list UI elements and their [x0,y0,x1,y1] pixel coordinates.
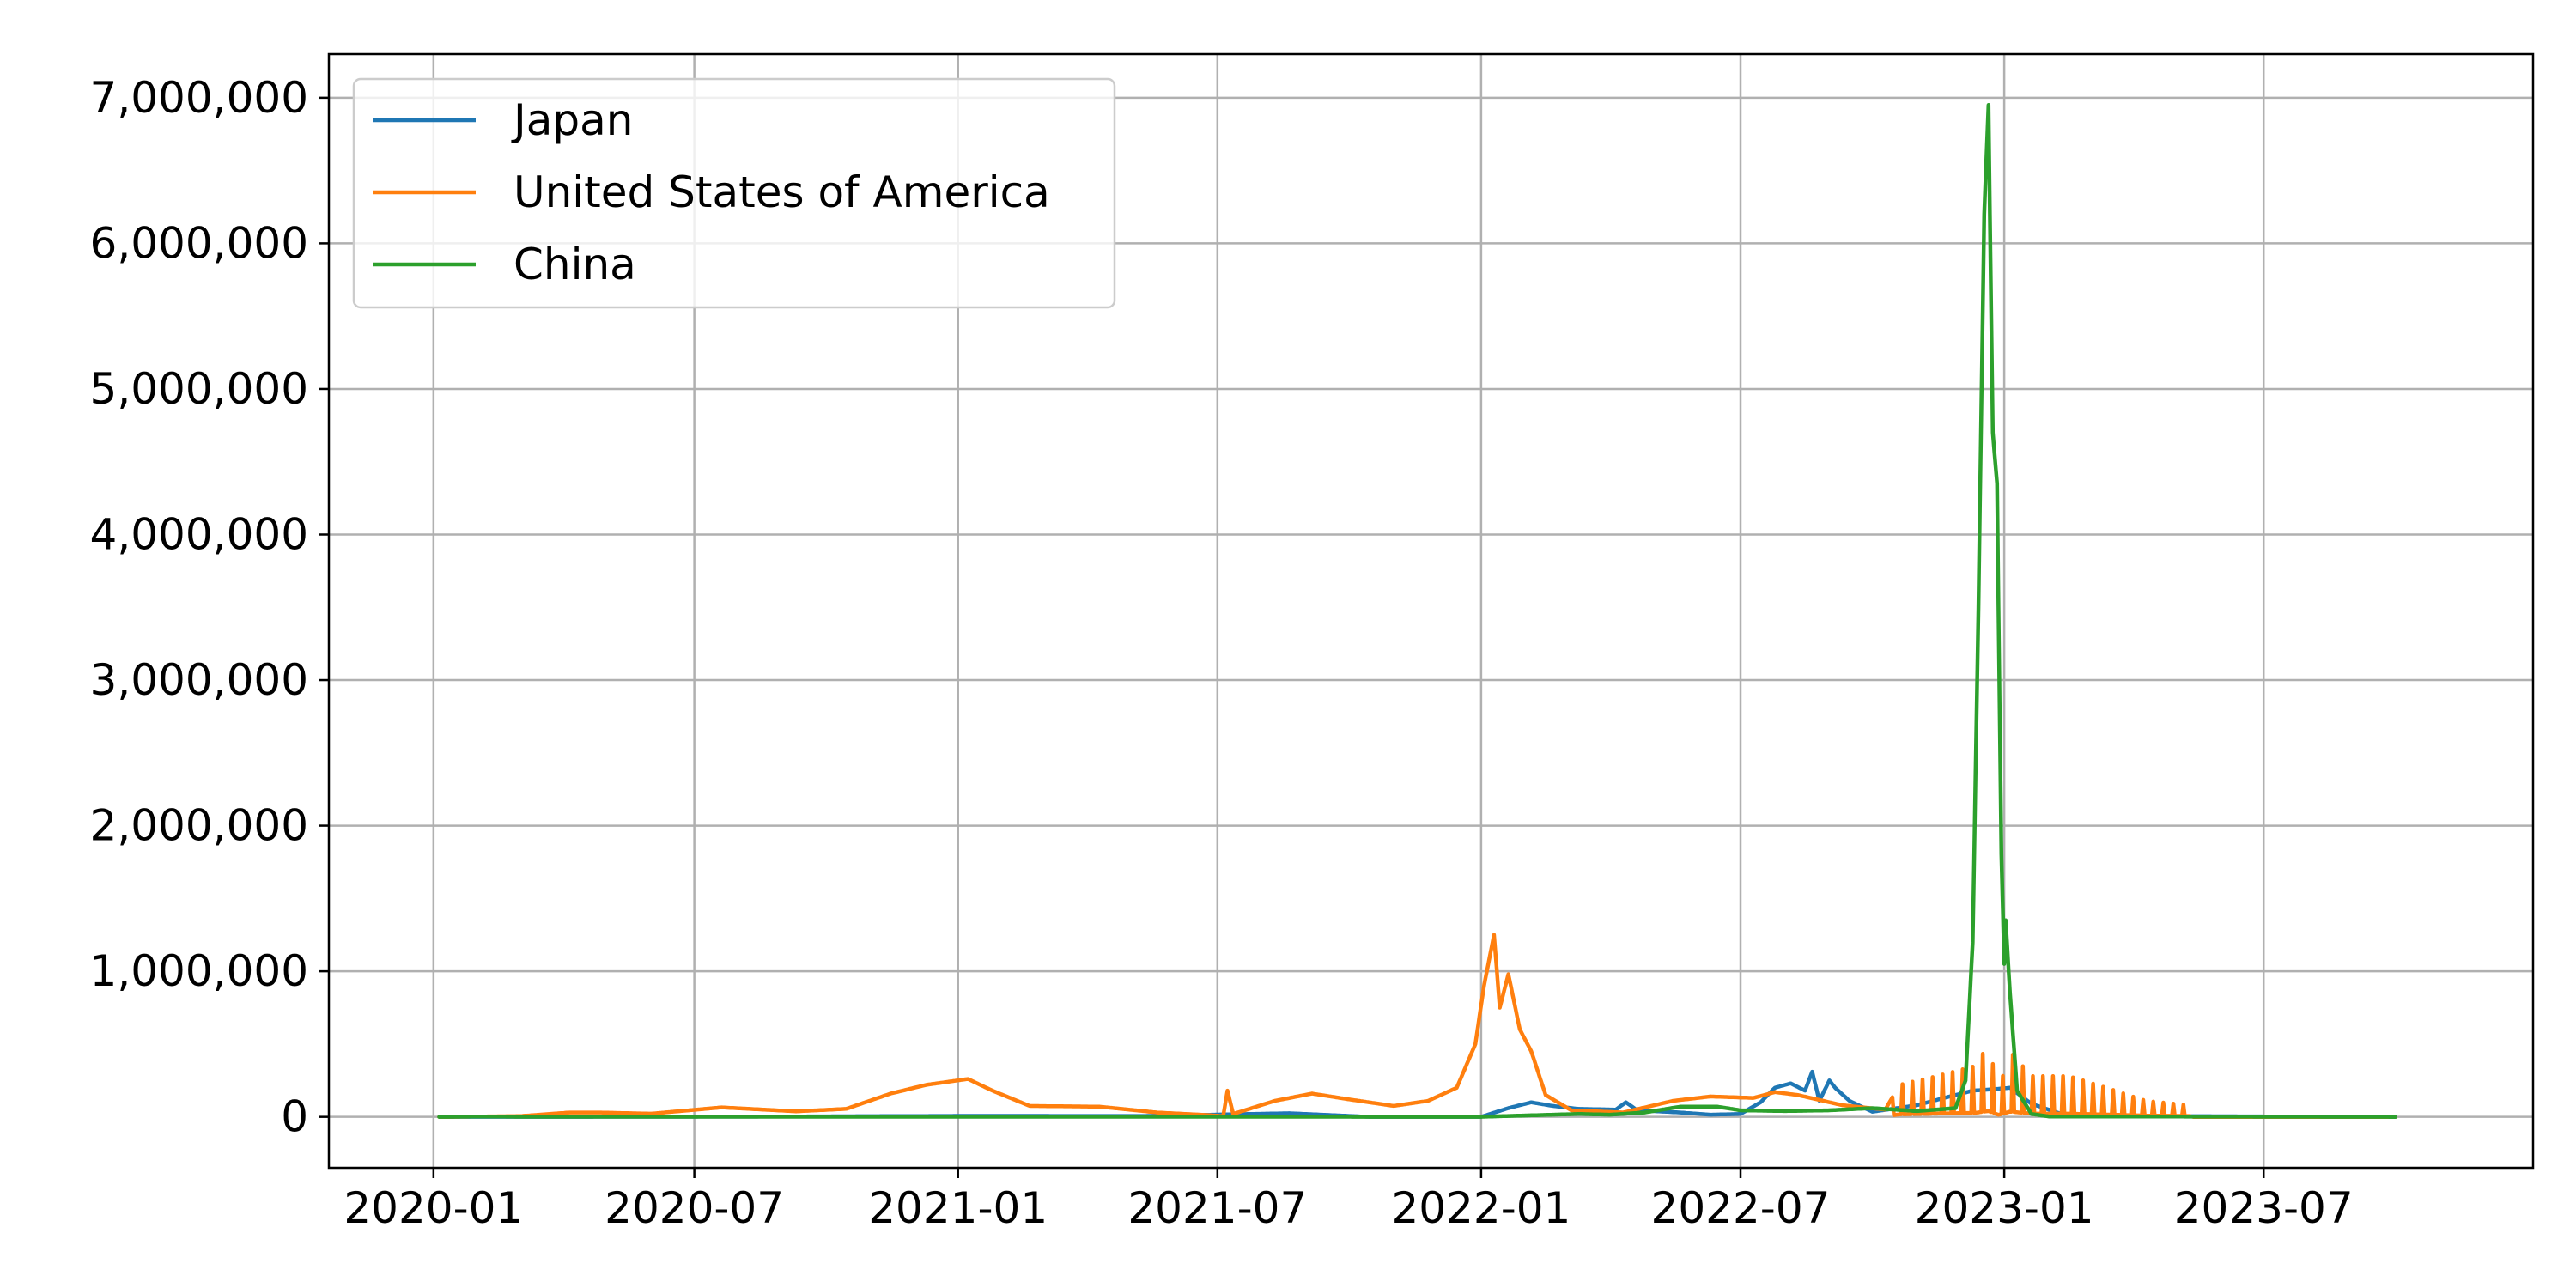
y-tick-label: 1,000,000 [90,946,308,996]
y-tick-label: 0 [281,1092,308,1142]
y-tick-label: 2,000,000 [90,801,308,851]
y-tick-label: 3,000,000 [90,655,308,705]
series-layer [437,103,2398,1119]
x-tick-label: 2023-07 [2174,1183,2354,1233]
legend-label: Japan [511,95,633,145]
plot-frame [327,52,2535,1170]
x-tick-label: 2021-07 [1127,1183,1307,1233]
x-axis: 2020-01 2020-07 2021-01 2021-07 2022-01 2022-… [343,1168,2354,1233]
legend-label: China [513,240,636,289]
y-tick-label: 5,000,000 [90,364,308,414]
x-tick-label: 2022-07 [1651,1183,1831,1233]
legend-label: United States of America [513,167,1050,217]
series-line-1 [437,933,2398,1119]
y-axis: 0 1,000,000 2,000,000 3,000,000 4,000,000 5,0… [90,73,329,1142]
x-tick-label: 2022-01 [1391,1183,1571,1233]
legend: Japan United States of America China [352,77,1116,309]
series-line-2 [437,103,2398,1119]
y-tick-label: 7,000,000 [90,73,308,123]
x-tick-label: 2021-01 [868,1183,1048,1233]
legend-box [352,77,1116,309]
x-tick-label: 2023-01 [1915,1183,2094,1233]
x-tick-label: 2020-01 [343,1183,523,1233]
y-tick-label: 4,000,000 [90,509,308,559]
x-tick-label: 2020-07 [605,1183,784,1233]
y-tick-label: 6,000,000 [90,218,308,268]
